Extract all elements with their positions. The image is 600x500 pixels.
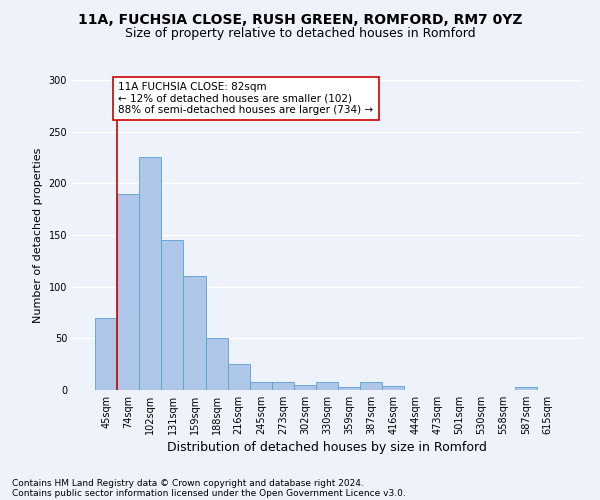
Bar [161,240,184,390]
Bar [272,382,294,390]
X-axis label: Distribution of detached houses by size in Romford: Distribution of detached houses by size … [167,441,487,454]
Bar [382,386,404,390]
Bar [206,338,227,390]
Text: 11A, FUCHSIA CLOSE, RUSH GREEN, ROMFORD, RM7 0YZ: 11A, FUCHSIA CLOSE, RUSH GREEN, ROMFORD,… [78,12,522,26]
Bar [316,382,338,390]
Bar [294,385,316,390]
Text: Contains HM Land Registry data © Crown copyright and database right 2024.: Contains HM Land Registry data © Crown c… [12,478,364,488]
Bar [360,382,382,390]
Text: Contains public sector information licensed under the Open Government Licence v3: Contains public sector information licen… [12,488,406,498]
Bar [515,387,537,390]
Bar [227,364,250,390]
Y-axis label: Number of detached properties: Number of detached properties [33,148,43,322]
Bar [338,387,360,390]
Bar [250,382,272,390]
Bar [117,194,139,390]
Bar [139,158,161,390]
Bar [184,276,206,390]
Text: 11A FUCHSIA CLOSE: 82sqm
← 12% of detached houses are smaller (102)
88% of semi-: 11A FUCHSIA CLOSE: 82sqm ← 12% of detach… [118,82,373,116]
Bar [95,318,117,390]
Text: Size of property relative to detached houses in Romford: Size of property relative to detached ho… [125,28,475,40]
